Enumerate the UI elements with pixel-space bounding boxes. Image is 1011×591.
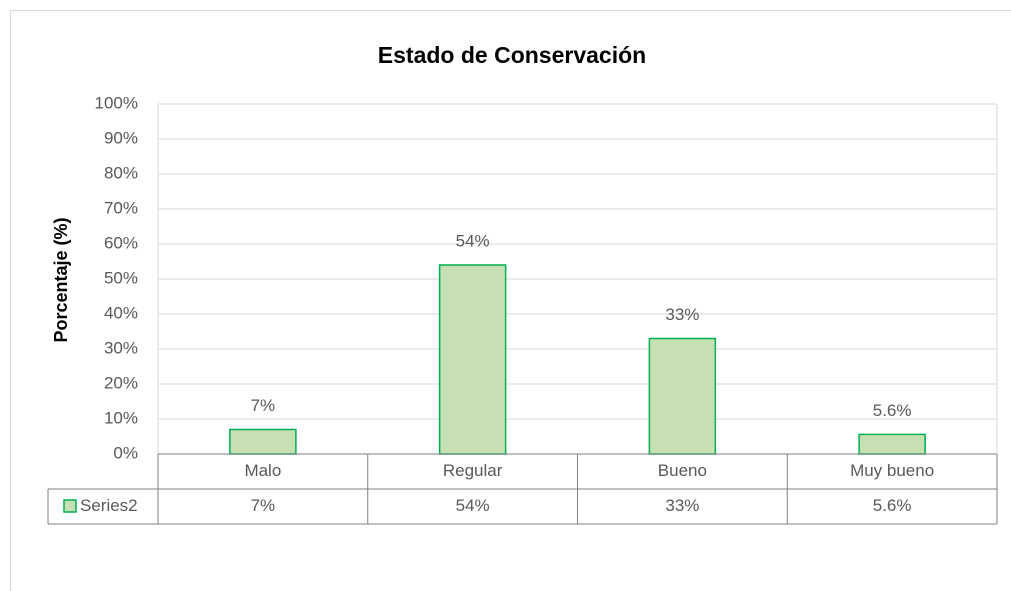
data-label: 7%	[251, 396, 276, 415]
chart-border	[10, 10, 1011, 591]
bar	[229, 428, 297, 455]
data-label: 33%	[665, 305, 699, 324]
y-tick-label: 90%	[104, 128, 138, 147]
y-tick-label: 100%	[95, 93, 138, 112]
y-tick-label: 10%	[104, 408, 138, 427]
x-tick-label: Malo	[244, 461, 281, 480]
y-tick-label: 50%	[104, 268, 138, 287]
data-label: 54%	[456, 231, 490, 250]
y-tick-label: 20%	[104, 373, 138, 392]
y-axis-title: Porcentaje (%)	[51, 217, 71, 342]
y-tick-label: 80%	[104, 163, 138, 182]
y-tick-label: 70%	[104, 198, 138, 217]
x-tick-label: Muy bueno	[850, 461, 934, 480]
x-tick-label: Regular	[443, 461, 503, 480]
table-value: 7%	[251, 496, 276, 515]
data-label: 5.6%	[873, 401, 912, 420]
table-value: 54%	[456, 496, 490, 515]
table-value: 33%	[665, 496, 699, 515]
y-tick-label: 0%	[113, 443, 138, 462]
y-tick-label: 40%	[104, 303, 138, 322]
x-tick-label: Bueno	[658, 461, 707, 480]
bar	[438, 264, 507, 455]
bar	[648, 337, 717, 455]
legend-key	[63, 499, 77, 513]
y-tick-label: 60%	[104, 233, 138, 252]
y-tick-label: 30%	[104, 338, 138, 357]
table-value: 5.6%	[873, 496, 912, 515]
chart-title: Estado de Conservación	[378, 42, 646, 68]
bar	[858, 433, 926, 455]
legend-label: Series2	[80, 496, 138, 515]
